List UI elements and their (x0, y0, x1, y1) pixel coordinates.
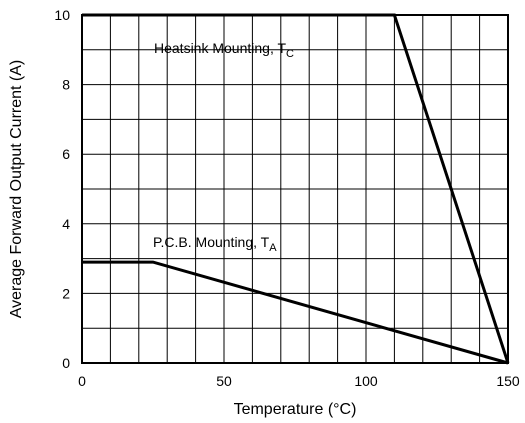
x-tick-label: 150 (496, 373, 520, 389)
series-label-pcb: P.C.B. Mounting, TA (153, 234, 277, 254)
series-label-pcb-text: P.C.B. Mounting, T (153, 234, 270, 250)
y-tick-label: 4 (62, 216, 70, 232)
y-tick-label: 10 (54, 7, 70, 23)
y-tick-label: 6 (62, 146, 70, 162)
x-axis-label: Temperature (°C) (234, 401, 357, 418)
y-tick-label: 2 (62, 285, 70, 301)
x-tick-label: 100 (354, 373, 378, 389)
x-tick-label: 0 (78, 373, 86, 389)
grid (82, 15, 508, 363)
series-line-pcb (82, 262, 508, 363)
series-label-pcb-subscript: A (269, 242, 277, 254)
y-tick-label: 0 (62, 355, 70, 371)
tick-labels: 0 50 100 150 0 2 4 6 8 10 (54, 7, 519, 389)
y-axis-label: Average Forward Output Current (A) (8, 60, 25, 318)
series-label-heatsink-text: Heatsink Mounting, T (154, 40, 286, 56)
x-tick-label: 50 (216, 373, 232, 389)
series-label-heatsink-subscript: C (286, 48, 294, 60)
y-tick-label: 8 (62, 77, 70, 93)
